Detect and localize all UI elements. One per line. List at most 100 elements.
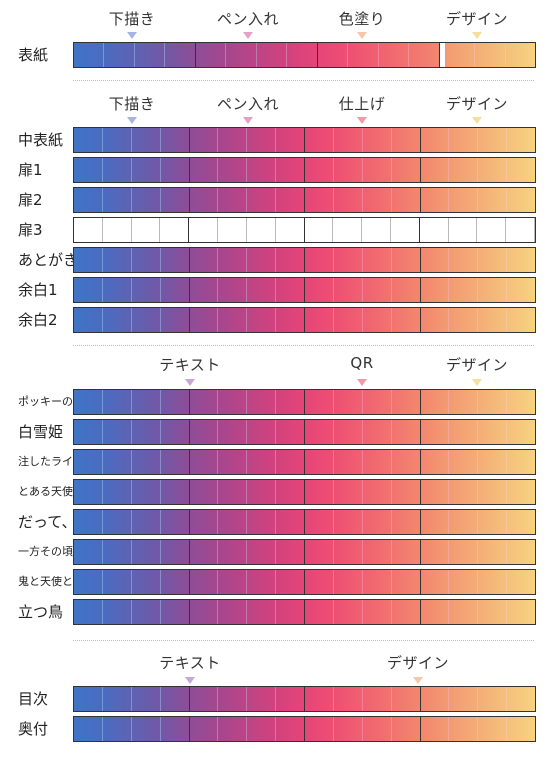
task-cell[interactable] (507, 570, 535, 594)
task-cell[interactable] (131, 390, 161, 414)
task-cell[interactable] (160, 158, 190, 182)
task-cell[interactable] (362, 158, 392, 182)
task-cell[interactable] (362, 128, 392, 152)
task-cell[interactable] (305, 420, 334, 444)
task-cell[interactable] (449, 717, 479, 741)
task-cell[interactable] (420, 540, 450, 564)
task-cell[interactable] (276, 188, 305, 212)
task-cell[interactable] (449, 420, 479, 444)
task-cell[interactable] (276, 570, 305, 594)
task-cell[interactable] (160, 480, 190, 504)
task-cell[interactable] (420, 480, 450, 504)
task-cell[interactable] (246, 218, 276, 242)
task-cell[interactable] (131, 188, 161, 212)
task-cell[interactable] (478, 687, 508, 711)
task-cell[interactable] (102, 218, 132, 242)
task-cell[interactable] (189, 308, 219, 332)
task-cell[interactable] (362, 687, 392, 711)
task-cell[interactable] (305, 248, 334, 272)
task-cell[interactable] (74, 248, 103, 272)
task-cell[interactable] (104, 43, 135, 67)
task-cell[interactable] (218, 128, 248, 152)
task-cell[interactable] (276, 687, 305, 711)
task-cell[interactable] (74, 570, 103, 594)
task-cell[interactable] (131, 308, 161, 332)
task-cell[interactable] (165, 43, 196, 67)
task-cell[interactable] (247, 600, 277, 624)
task-cell[interactable] (160, 540, 190, 564)
task-cell[interactable] (160, 248, 190, 272)
task-cell[interactable] (189, 540, 219, 564)
task-cell[interactable] (420, 158, 450, 182)
task-cell[interactable] (74, 480, 103, 504)
task-cell[interactable] (362, 390, 392, 414)
task-cell[interactable] (391, 510, 421, 534)
task-cell[interactable] (247, 128, 277, 152)
task-cell[interactable] (218, 218, 247, 242)
task-cell[interactable] (333, 600, 363, 624)
task-cell[interactable] (102, 717, 132, 741)
task-cell[interactable] (333, 570, 363, 594)
task-cell[interactable] (333, 510, 363, 534)
task-cell[interactable] (305, 480, 334, 504)
task-cell[interactable] (102, 540, 132, 564)
task-cell[interactable] (444, 43, 476, 67)
task-cell[interactable] (507, 308, 535, 332)
task-cell[interactable] (226, 43, 257, 67)
task-cell[interactable] (102, 450, 132, 474)
task-cell[interactable] (391, 308, 421, 332)
task-cell[interactable] (74, 278, 103, 302)
task-cell[interactable] (247, 510, 277, 534)
task-cell[interactable] (160, 510, 190, 534)
task-cell[interactable] (449, 687, 479, 711)
task-cell[interactable] (218, 540, 248, 564)
task-cell[interactable] (256, 43, 288, 67)
task-cell[interactable] (189, 570, 219, 594)
task-cell[interactable] (391, 450, 421, 474)
task-cell[interactable] (507, 450, 535, 474)
task-cell[interactable] (362, 278, 392, 302)
task-cell[interactable] (218, 600, 248, 624)
task-cell[interactable] (102, 248, 132, 272)
task-cell[interactable] (218, 390, 248, 414)
task-cell[interactable] (478, 188, 508, 212)
task-cell[interactable] (134, 43, 166, 67)
task-cell[interactable] (74, 43, 105, 67)
task-cell[interactable] (478, 480, 508, 504)
task-cell[interactable] (449, 188, 479, 212)
task-cell[interactable] (420, 687, 450, 711)
task-cell[interactable] (449, 128, 479, 152)
task-cell[interactable] (305, 450, 334, 474)
task-cell[interactable] (74, 128, 103, 152)
task-cell[interactable] (507, 600, 535, 624)
task-cell[interactable] (74, 687, 103, 711)
task-cell[interactable] (409, 43, 440, 67)
task-cell[interactable] (189, 158, 219, 182)
task-cell[interactable] (74, 450, 103, 474)
task-cell[interactable] (160, 600, 190, 624)
task-cell[interactable] (102, 390, 132, 414)
task-cell[interactable] (449, 540, 479, 564)
task-cell[interactable] (189, 420, 219, 444)
task-cell[interactable] (420, 278, 450, 302)
task-cell[interactable] (102, 480, 132, 504)
task-cell[interactable] (189, 510, 219, 534)
task-cell[interactable] (448, 218, 478, 242)
task-cell[interactable] (449, 450, 479, 474)
task-cell[interactable] (275, 218, 305, 242)
task-cell[interactable] (333, 248, 363, 272)
task-cell[interactable] (74, 390, 103, 414)
task-cell[interactable] (333, 540, 363, 564)
task-cell[interactable] (102, 600, 132, 624)
task-cell[interactable] (276, 248, 305, 272)
task-cell[interactable] (305, 570, 334, 594)
task-cell[interactable] (420, 420, 450, 444)
task-cell[interactable] (189, 390, 219, 414)
task-cell[interactable] (391, 248, 421, 272)
task-cell[interactable] (189, 248, 219, 272)
task-cell[interactable] (160, 570, 190, 594)
task-cell[interactable] (478, 308, 508, 332)
task-cell[interactable] (276, 420, 305, 444)
task-cell[interactable] (362, 717, 392, 741)
task-cell[interactable] (189, 600, 219, 624)
